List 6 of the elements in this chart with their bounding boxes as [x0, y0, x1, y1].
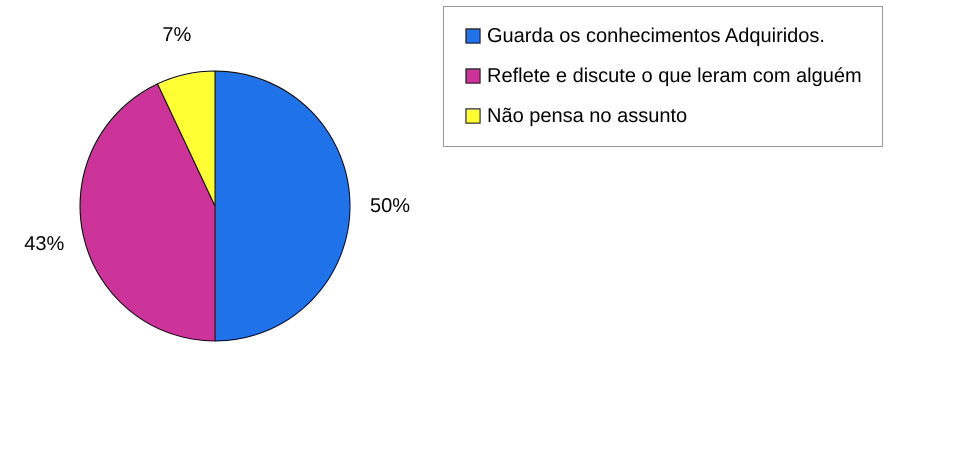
data-label: 50%: [370, 195, 410, 217]
legend-label: Guarda os conhecimentos Adquiridos.: [487, 25, 825, 47]
data-label: 43%: [24, 233, 64, 256]
data-label: 7%: [162, 24, 192, 46]
legend-label: Reflete e discute o que leram com alguém: [487, 65, 862, 87]
legend-label: Não pensa no assunto: [487, 105, 688, 127]
